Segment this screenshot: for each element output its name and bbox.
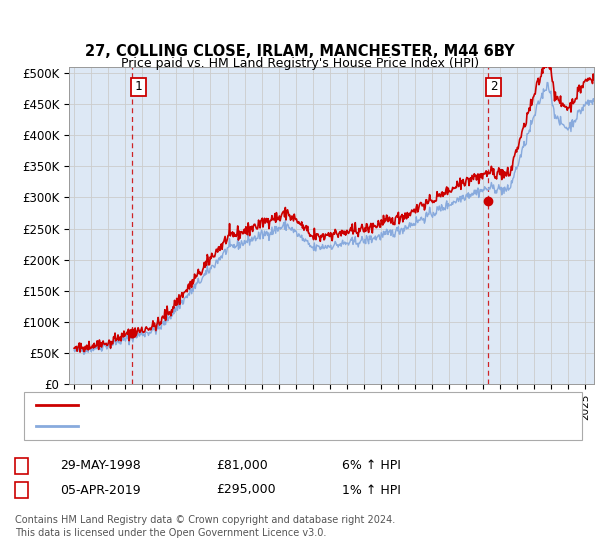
- Text: £295,000: £295,000: [216, 483, 275, 497]
- Bar: [131, 78, 146, 96]
- Text: Price paid vs. HM Land Registry's House Price Index (HPI): Price paid vs. HM Land Registry's House …: [121, 57, 479, 70]
- Text: 6% ↑ HPI: 6% ↑ HPI: [342, 459, 401, 473]
- Text: Contains HM Land Registry data © Crown copyright and database right 2024.: Contains HM Land Registry data © Crown c…: [15, 515, 395, 525]
- Text: 29-MAY-1998: 29-MAY-1998: [60, 459, 141, 473]
- Text: 05-APR-2019: 05-APR-2019: [60, 483, 140, 497]
- Text: 1% ↑ HPI: 1% ↑ HPI: [342, 483, 401, 497]
- Text: 1: 1: [17, 459, 25, 473]
- Bar: [486, 78, 501, 96]
- Text: HPI: Average price, detached house, Salford: HPI: Average price, detached house, Salf…: [84, 421, 330, 431]
- Text: 2: 2: [490, 81, 497, 94]
- Text: 27, COLLING CLOSE, IRLAM, MANCHESTER, M44 6BY (detached house): 27, COLLING CLOSE, IRLAM, MANCHESTER, M4…: [84, 400, 478, 410]
- Text: 1: 1: [134, 81, 142, 94]
- Text: 27, COLLING CLOSE, IRLAM, MANCHESTER, M44 6BY: 27, COLLING CLOSE, IRLAM, MANCHESTER, M4…: [85, 44, 515, 59]
- Text: 2: 2: [17, 483, 25, 497]
- Text: £81,000: £81,000: [216, 459, 268, 473]
- Text: This data is licensed under the Open Government Licence v3.0.: This data is licensed under the Open Gov…: [15, 528, 326, 538]
